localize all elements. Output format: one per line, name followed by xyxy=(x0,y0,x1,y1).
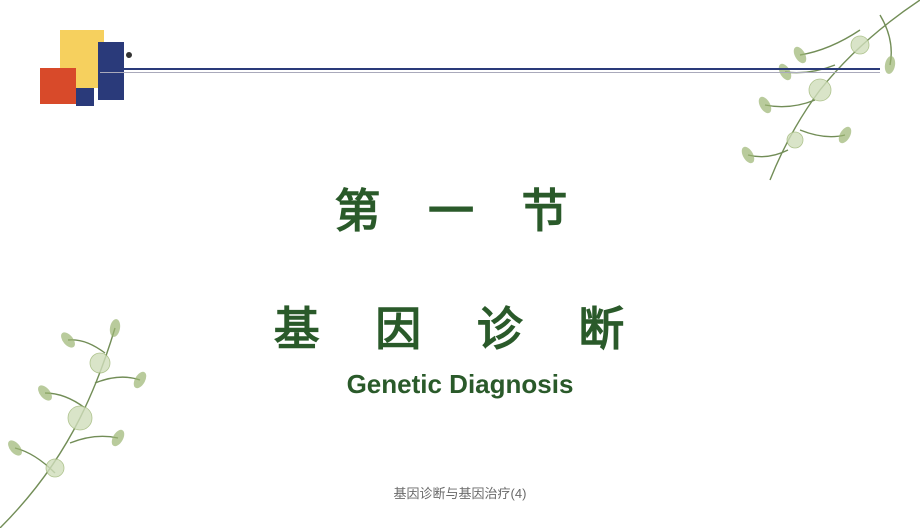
blue-bar xyxy=(98,42,124,100)
slide-footer: 基因诊断与基因治疗(4) xyxy=(0,483,920,502)
blue-small-square xyxy=(76,88,94,106)
slide-content: 第 一 节 基 因 诊 断 Genetic Diagnosis xyxy=(0,175,920,400)
red-square xyxy=(40,68,76,104)
accent-dot xyxy=(126,52,132,58)
title-english: Genetic Diagnosis xyxy=(0,369,920,400)
decorative-branch-top-right xyxy=(660,0,920,200)
chapter-label: 第 一 节 xyxy=(0,175,920,241)
title-chinese: 基 因 诊 断 xyxy=(0,293,920,359)
horizontal-rule-thin xyxy=(100,72,880,73)
horizontal-rule xyxy=(100,68,880,70)
slide: 第 一 节 基 因 诊 断 Genetic Diagnosis 基因诊断与基因治… xyxy=(0,0,920,518)
